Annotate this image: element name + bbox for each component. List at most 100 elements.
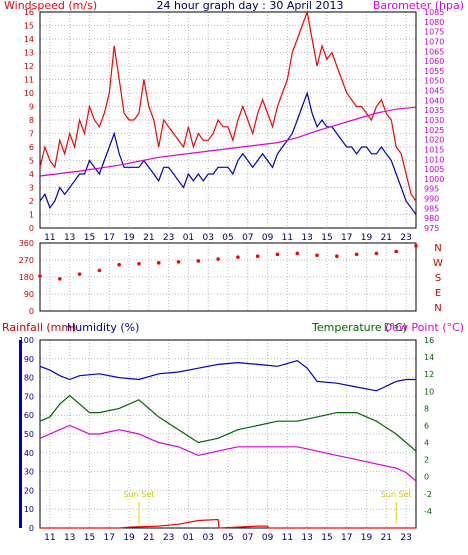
x-tick-label: 13 <box>301 233 312 243</box>
right-tick-label: 8 <box>424 404 429 413</box>
barometer-line <box>39 106 417 177</box>
wind-axis-title: Windspeed (m/s) <box>4 0 97 12</box>
right-tick-label: 1055 <box>424 67 444 76</box>
right-tick-label: 985 <box>424 204 439 213</box>
x-tick-label: 19 <box>123 233 135 243</box>
temp-humidity-panel: Rainfall (mm) Humidity (%) Temperature (… <box>2 321 464 543</box>
x-tick-label: 17 <box>341 533 352 543</box>
left-tick-label: 30 <box>24 468 34 477</box>
direction-point <box>57 277 62 281</box>
direction-point <box>38 274 42 278</box>
rainfall-line <box>40 518 416 529</box>
left-tick-label: 10 <box>24 89 34 98</box>
left-tick-label: 8 <box>29 116 34 125</box>
right-tick-label: 1060 <box>424 57 444 66</box>
right-tick-label: 1075 <box>424 28 444 37</box>
x-tick-label: 07 <box>242 233 253 243</box>
left-tick-label: 80 <box>24 374 34 383</box>
x-tick-label: 17 <box>341 233 352 243</box>
x-tick-label: 15 <box>321 233 332 243</box>
compass-label: N <box>434 303 441 314</box>
x-tick-label: 01 <box>183 233 194 243</box>
x-tick-label: 09 <box>262 533 274 543</box>
left-tick-label: 7 <box>29 130 34 139</box>
x-tick-label: 17 <box>104 233 115 243</box>
x-tick-label: 11 <box>282 533 293 543</box>
x-tick-label: 21 <box>143 233 154 243</box>
direction-point <box>196 259 201 263</box>
left-tick-label: 6 <box>29 143 34 152</box>
right-tick-label: 6 <box>424 421 429 430</box>
left-tick-label: 15 <box>24 22 34 31</box>
left-tick-label: 4 <box>29 170 34 179</box>
humidity-line <box>39 360 416 392</box>
x-tick-label: 19 <box>361 533 373 543</box>
direction-point <box>255 254 260 259</box>
right-tick-label: 1035 <box>424 106 444 115</box>
x-tick-label: 07 <box>242 533 253 543</box>
x-tick-label: 23 <box>163 233 174 243</box>
left-tick-label: 10 <box>24 505 34 514</box>
direction-point <box>156 261 161 265</box>
direction-point <box>117 262 121 267</box>
x-tick-label: 05 <box>222 533 233 543</box>
left-tick-label: 9 <box>29 103 34 112</box>
left-tick-label: 5 <box>29 157 34 166</box>
left-tick-label: 0 <box>29 524 34 533</box>
rainfall-axis-bar <box>19 340 22 528</box>
windspeed-average-line <box>39 90 417 215</box>
direction-point <box>315 253 319 258</box>
compass-label: S <box>435 273 441 284</box>
sunset-label: Sun Set <box>123 490 154 499</box>
graph-title: 24 hour graph day : 30 April 2013 <box>157 0 344 12</box>
left-tick-label: 11 <box>24 76 34 85</box>
compass-label: N <box>434 243 441 254</box>
right-tick-label: 4 <box>424 439 429 448</box>
sunset-label: Sun Set <box>381 490 412 499</box>
x-tick-label: 15 <box>84 533 95 543</box>
right-tick-label: 1045 <box>424 87 444 96</box>
dewpoint-axis-title: Dew Point (°C) <box>384 321 464 334</box>
x-tick-label: 11 <box>44 233 55 243</box>
direction-point <box>354 252 359 257</box>
right-tick-label: 1040 <box>424 96 444 105</box>
left-tick-label: 40 <box>24 449 34 458</box>
dew-point-line <box>39 424 417 482</box>
x-tick-label: 13 <box>301 533 312 543</box>
windspeed-gust-line <box>39 9 417 202</box>
direction-points <box>38 244 418 281</box>
temperature-line <box>39 394 417 452</box>
direction-point <box>275 252 280 257</box>
direction-point <box>295 251 300 256</box>
x-tick-label: 23 <box>400 533 411 543</box>
right-tick-label: 980 <box>424 214 439 223</box>
right-tick-label: 16 <box>424 336 434 345</box>
barometer-axis-title: Barometer (hpa) <box>373 0 464 12</box>
x-tick-label: 01 <box>183 533 194 543</box>
x-tick-label: 13 <box>64 233 75 243</box>
rainfall-axis-title: Rainfall (mm) <box>2 321 76 334</box>
right-tick-label: 1085 <box>424 8 444 17</box>
left-tick-label: 14 <box>24 35 34 44</box>
left-tick-label: 20 <box>24 486 34 495</box>
right-tick-label: 1030 <box>424 116 444 125</box>
direction-point <box>176 260 181 264</box>
x-tick-label: 23 <box>163 533 174 543</box>
right-tick-label: 14 <box>424 353 434 362</box>
x-tick-label: 21 <box>381 233 392 243</box>
right-tick-label: 1070 <box>424 37 444 46</box>
x-tick-label: 03 <box>202 233 213 243</box>
x-tick-label: 15 <box>84 233 95 243</box>
left-tick-label: 60 <box>24 411 34 420</box>
right-tick-label: 1025 <box>424 126 444 135</box>
direction-point <box>97 268 102 273</box>
x-tick-label: 09 <box>262 233 274 243</box>
left-tick-label: 16 <box>24 8 34 17</box>
left-tick-label: 50 <box>24 430 34 439</box>
right-tick-label: 1080 <box>424 18 444 27</box>
x-tick-label: 19 <box>361 233 373 243</box>
x-tick-label: 11 <box>282 233 293 243</box>
direction-point <box>236 255 240 259</box>
